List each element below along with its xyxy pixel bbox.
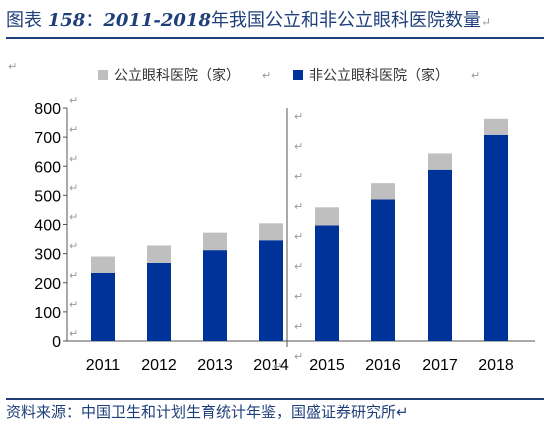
title-divider <box>6 37 544 39</box>
chart-title: 图表 158：2011-2018年我国公立和非公立眼科医院数量↵ <box>6 6 544 34</box>
title-text: 年我国公立和非公立眼科医院数量 <box>210 10 481 31</box>
bar-public-2016 <box>371 183 395 200</box>
return-mark: ↵ <box>69 123 78 136</box>
y-tick-label: 300 <box>34 247 61 264</box>
legend-swatch-private <box>293 70 303 80</box>
legend-label-public: 公立眼科医院（家） <box>114 67 240 84</box>
y-tick-label: 0 <box>52 334 61 351</box>
x-tick-label: 2014 <box>253 357 289 374</box>
title-prefix: 图表 <box>6 10 48 31</box>
return-mark: ↵ <box>294 320 303 333</box>
return-mark: ↵ <box>69 181 78 194</box>
title-colon: ： <box>85 10 104 31</box>
return-mark: ↵ <box>273 360 282 373</box>
return-mark: ↵ <box>471 69 480 82</box>
footer-divider <box>6 398 544 400</box>
y-tick-label: 400 <box>34 218 61 235</box>
bar-private-2016 <box>371 199 395 341</box>
y-tick-label: 200 <box>34 276 61 293</box>
x-tick-label: 2015 <box>309 357 345 374</box>
legend-swatch-public <box>98 70 108 80</box>
return-mark: ↵ <box>294 170 303 183</box>
title-return-mark: ↵ <box>480 15 492 29</box>
bar-private-2018 <box>484 134 508 341</box>
return-mark: ↵ <box>294 200 303 213</box>
y-tick-label: 700 <box>34 130 61 147</box>
bar-private-2013 <box>203 250 227 341</box>
return-mark: ↵ <box>294 140 303 153</box>
return-mark: ↵ <box>69 94 78 107</box>
return-mark: ↵ <box>294 260 303 273</box>
bar-private-2017 <box>428 169 452 341</box>
x-tick-label: 2017 <box>422 357 458 374</box>
legend-label-private: 非公立眼科医院（家） <box>309 67 449 84</box>
source-note: 资料来源：中国卫生和计划生育统计年鉴，国盛证券研究所↵ <box>6 403 409 421</box>
bar-private-2015 <box>315 225 339 341</box>
y-tick-label: 800 <box>34 101 61 118</box>
bar-private-2011 <box>91 272 115 341</box>
bar-public-2014 <box>259 223 283 241</box>
return-mark: ↵ <box>262 69 271 82</box>
return-mark: ↵ <box>69 298 78 311</box>
x-tick-label: 2011 <box>86 357 121 374</box>
title-years: 2011-2018 <box>103 10 211 31</box>
return-mark: ↵ <box>294 110 303 123</box>
bar-public-2017 <box>428 153 452 170</box>
bar-private-2012 <box>147 262 171 341</box>
bar-private-2014 <box>259 240 283 341</box>
x-tick-label: 2018 <box>478 357 514 374</box>
bar-public-2013 <box>203 232 227 251</box>
y-tick-label: 100 <box>34 305 61 322</box>
return-mark: ↵ <box>69 327 78 340</box>
y-tick-label: 500 <box>34 188 61 205</box>
bar-public-2015 <box>315 207 339 226</box>
return-mark: ↵ <box>69 211 78 224</box>
return-mark: ↵ <box>8 60 17 73</box>
bar-public-2012 <box>147 245 171 263</box>
return-mark: ↵ <box>69 240 78 253</box>
title-number: 158 <box>47 10 86 31</box>
x-tick-label: 2013 <box>197 357 233 374</box>
return-mark: ↵ <box>294 230 303 243</box>
return-mark: ↵ <box>294 350 303 363</box>
x-tick-label: 2016 <box>365 357 401 374</box>
x-tick-label: 2012 <box>141 357 177 374</box>
return-mark: ↵ <box>69 269 78 282</box>
bar-public-2011 <box>91 256 115 273</box>
y-tick-label: 600 <box>34 159 61 176</box>
return-mark: ↵ <box>69 152 78 165</box>
return-mark: ↵ <box>294 290 303 303</box>
bar-public-2018 <box>484 118 508 135</box>
